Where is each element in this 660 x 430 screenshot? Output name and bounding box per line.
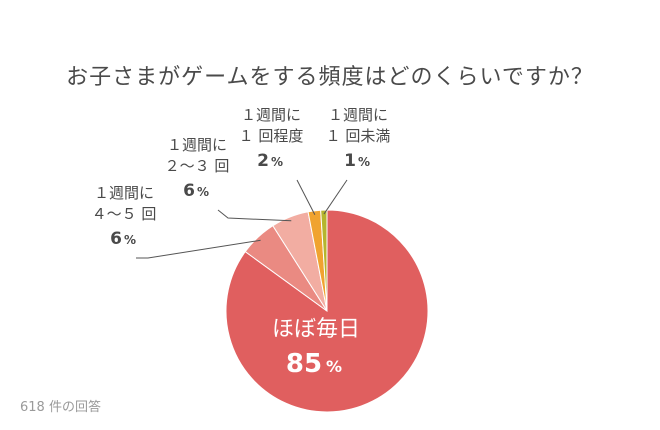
slice-label: １週間に (94, 184, 154, 202)
slice-label: １ 回程度 (239, 127, 304, 145)
slice-unit: % (197, 185, 209, 199)
slice-value: 2 (257, 151, 269, 171)
slice-label: １週間に (241, 106, 301, 124)
slice-value: 6 (183, 181, 195, 201)
leader-lines (136, 179, 348, 259)
leader-line (296, 179, 316, 215)
chart-title: お子さまがゲームをする頻度はどのくらいですか？ (66, 65, 594, 90)
slice-unit: % (271, 155, 283, 169)
slice-label: ４〜５ 回 (92, 205, 157, 223)
slice-label: １週間に (167, 136, 227, 154)
slice-unit: % (326, 357, 342, 376)
slice-unit: % (358, 155, 370, 169)
leader-line (217, 209, 292, 222)
pie-slices (225, 209, 429, 413)
slice-labels: ほぼ毎日 85 % １週間に ４〜５ 回 6 % １週間に ２〜３ 回 6 % １週間に １ 回程度 2%… (92, 106, 391, 379)
slice-value: 85 (286, 349, 322, 379)
leader-line (323, 179, 348, 215)
slice-value: 6 (110, 229, 122, 249)
slice-value: 1 (344, 151, 356, 171)
response-count: 618 件の回答 (20, 399, 101, 415)
slice-label: ほぼ毎日 (272, 317, 360, 342)
slice-unit: % (124, 233, 136, 247)
slice-label: １ 回未満 (326, 127, 391, 145)
slice-label: １週間に (328, 106, 388, 124)
leader-line (136, 239, 261, 259)
slice-label: ２〜３ 回 (165, 157, 230, 175)
